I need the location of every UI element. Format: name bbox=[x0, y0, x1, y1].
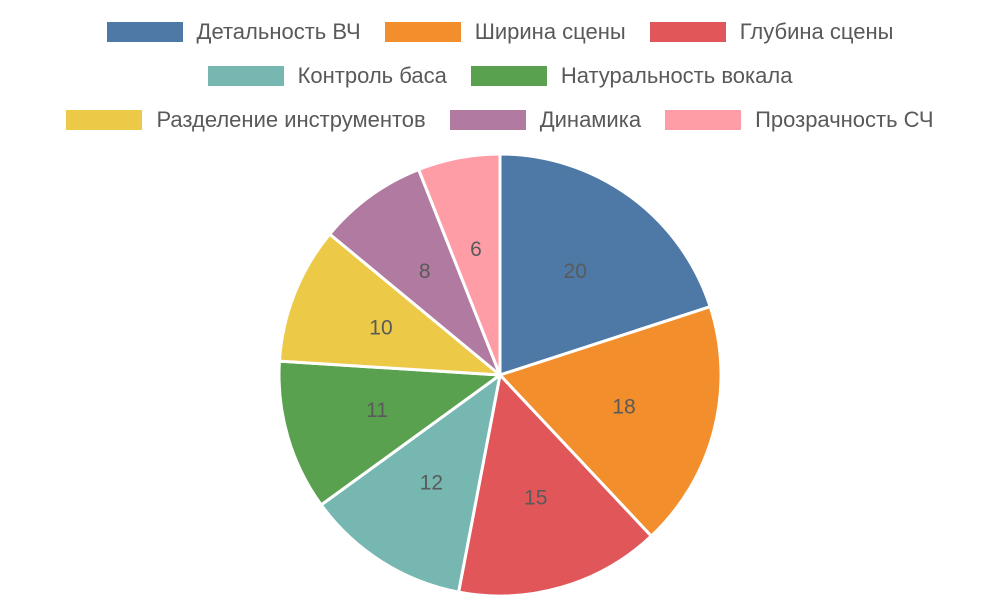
legend-item[interactable]: Детальность ВЧ bbox=[106, 19, 361, 45]
legend-item[interactable]: Контроль баса bbox=[207, 63, 447, 89]
legend-item[interactable]: Прозрачность СЧ bbox=[665, 107, 934, 133]
legend-swatch bbox=[66, 110, 143, 130]
slice-value-label: 12 bbox=[420, 472, 443, 495]
legend-swatch bbox=[665, 110, 742, 130]
legend-item[interactable]: Натуральность вокала bbox=[470, 63, 793, 89]
pie-slice[interactable] bbox=[457, 373, 653, 598]
legend-swatch bbox=[449, 110, 526, 130]
legend-item[interactable]: Глубина сцены bbox=[649, 19, 894, 45]
slice-value-label: 6 bbox=[470, 238, 482, 261]
legend-label: Глубина сцены bbox=[739, 19, 894, 44]
legend-label: Прозрачность СЧ bbox=[755, 107, 934, 132]
legend-label: Детальность ВЧ bbox=[196, 19, 361, 44]
pie-slice[interactable] bbox=[319, 373, 502, 594]
legend-swatch bbox=[649, 22, 726, 42]
pie-slice[interactable] bbox=[498, 152, 712, 377]
legend-label: Натуральность вокала bbox=[560, 63, 793, 88]
slice-value-label: 11 bbox=[366, 399, 388, 422]
legend-row-3: Разделение инструментов Динамика Прозрачно… bbox=[0, 107, 1000, 133]
legend-item[interactable]: Динамика bbox=[449, 107, 642, 133]
pie-slice[interactable] bbox=[277, 232, 502, 377]
legend-item[interactable]: Ширина сцены bbox=[384, 19, 626, 45]
pie-slice[interactable] bbox=[417, 152, 502, 377]
slice-value-label: 20 bbox=[564, 260, 587, 283]
legend-label: Динамика bbox=[539, 107, 642, 132]
slice-value-label: 8 bbox=[419, 260, 431, 283]
slice-value-label: 10 bbox=[369, 316, 392, 339]
legend-swatch bbox=[106, 22, 183, 42]
legend-label: Контроль баса bbox=[297, 63, 447, 88]
pie-slice[interactable] bbox=[498, 305, 723, 538]
legend-row-1: Детальность ВЧ Ширина сцены Глубина сцены bbox=[0, 19, 1000, 45]
slice-value-label: 15 bbox=[524, 486, 547, 509]
legend-label: Разделение инструментов bbox=[156, 107, 426, 132]
legend-swatch bbox=[470, 66, 547, 86]
legend-label: Ширина сцены bbox=[474, 19, 626, 44]
pie-slice[interactable] bbox=[328, 168, 502, 377]
legend-row-2: Контроль баса Натуральность вокала bbox=[0, 63, 1000, 89]
pie-slice[interactable] bbox=[277, 359, 502, 507]
legend-item[interactable]: Разделение инструментов bbox=[66, 107, 426, 133]
slice-value-label: 18 bbox=[612, 395, 635, 418]
legend-swatch bbox=[384, 22, 461, 42]
legend-swatch bbox=[207, 66, 284, 86]
